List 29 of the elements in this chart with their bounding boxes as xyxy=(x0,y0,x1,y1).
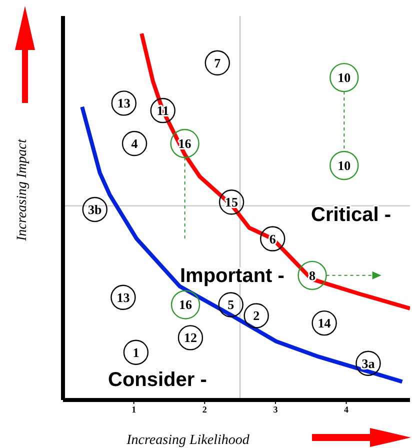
annotation: 13 xyxy=(117,96,131,111)
point xyxy=(244,303,269,328)
annotation: Consider - xyxy=(108,369,207,391)
x-tick-label: 3 xyxy=(273,404,278,414)
x-tick-label: 2 xyxy=(202,404,208,414)
annotation: 5 xyxy=(228,297,235,312)
annotation: 7 xyxy=(214,55,222,70)
x-axis-title: Increasing Likelihood xyxy=(126,433,250,448)
y-axis-title: Increasing Impact xyxy=(15,138,30,242)
annotation: 2 xyxy=(253,308,260,324)
x-tick-label: 1 xyxy=(132,404,137,414)
point xyxy=(122,130,148,156)
annotation: 10 xyxy=(338,70,351,86)
annotation: 13 xyxy=(116,290,130,305)
annotation: 3b xyxy=(88,202,102,217)
annotation: 16 xyxy=(179,297,193,312)
point xyxy=(204,50,230,76)
annotation: 14 xyxy=(318,316,332,331)
annotation: Important - xyxy=(180,265,284,287)
point xyxy=(260,226,286,252)
point xyxy=(218,292,244,318)
point xyxy=(123,340,149,365)
annotation: 1 xyxy=(132,344,140,360)
annotation: 4 xyxy=(131,136,138,152)
annotation: Critical - xyxy=(311,204,392,226)
annotation: 12 xyxy=(184,330,197,346)
x-tick-label: 4 xyxy=(344,404,350,414)
annotation: 3a xyxy=(362,356,376,371)
annotation: 10 xyxy=(338,158,351,173)
